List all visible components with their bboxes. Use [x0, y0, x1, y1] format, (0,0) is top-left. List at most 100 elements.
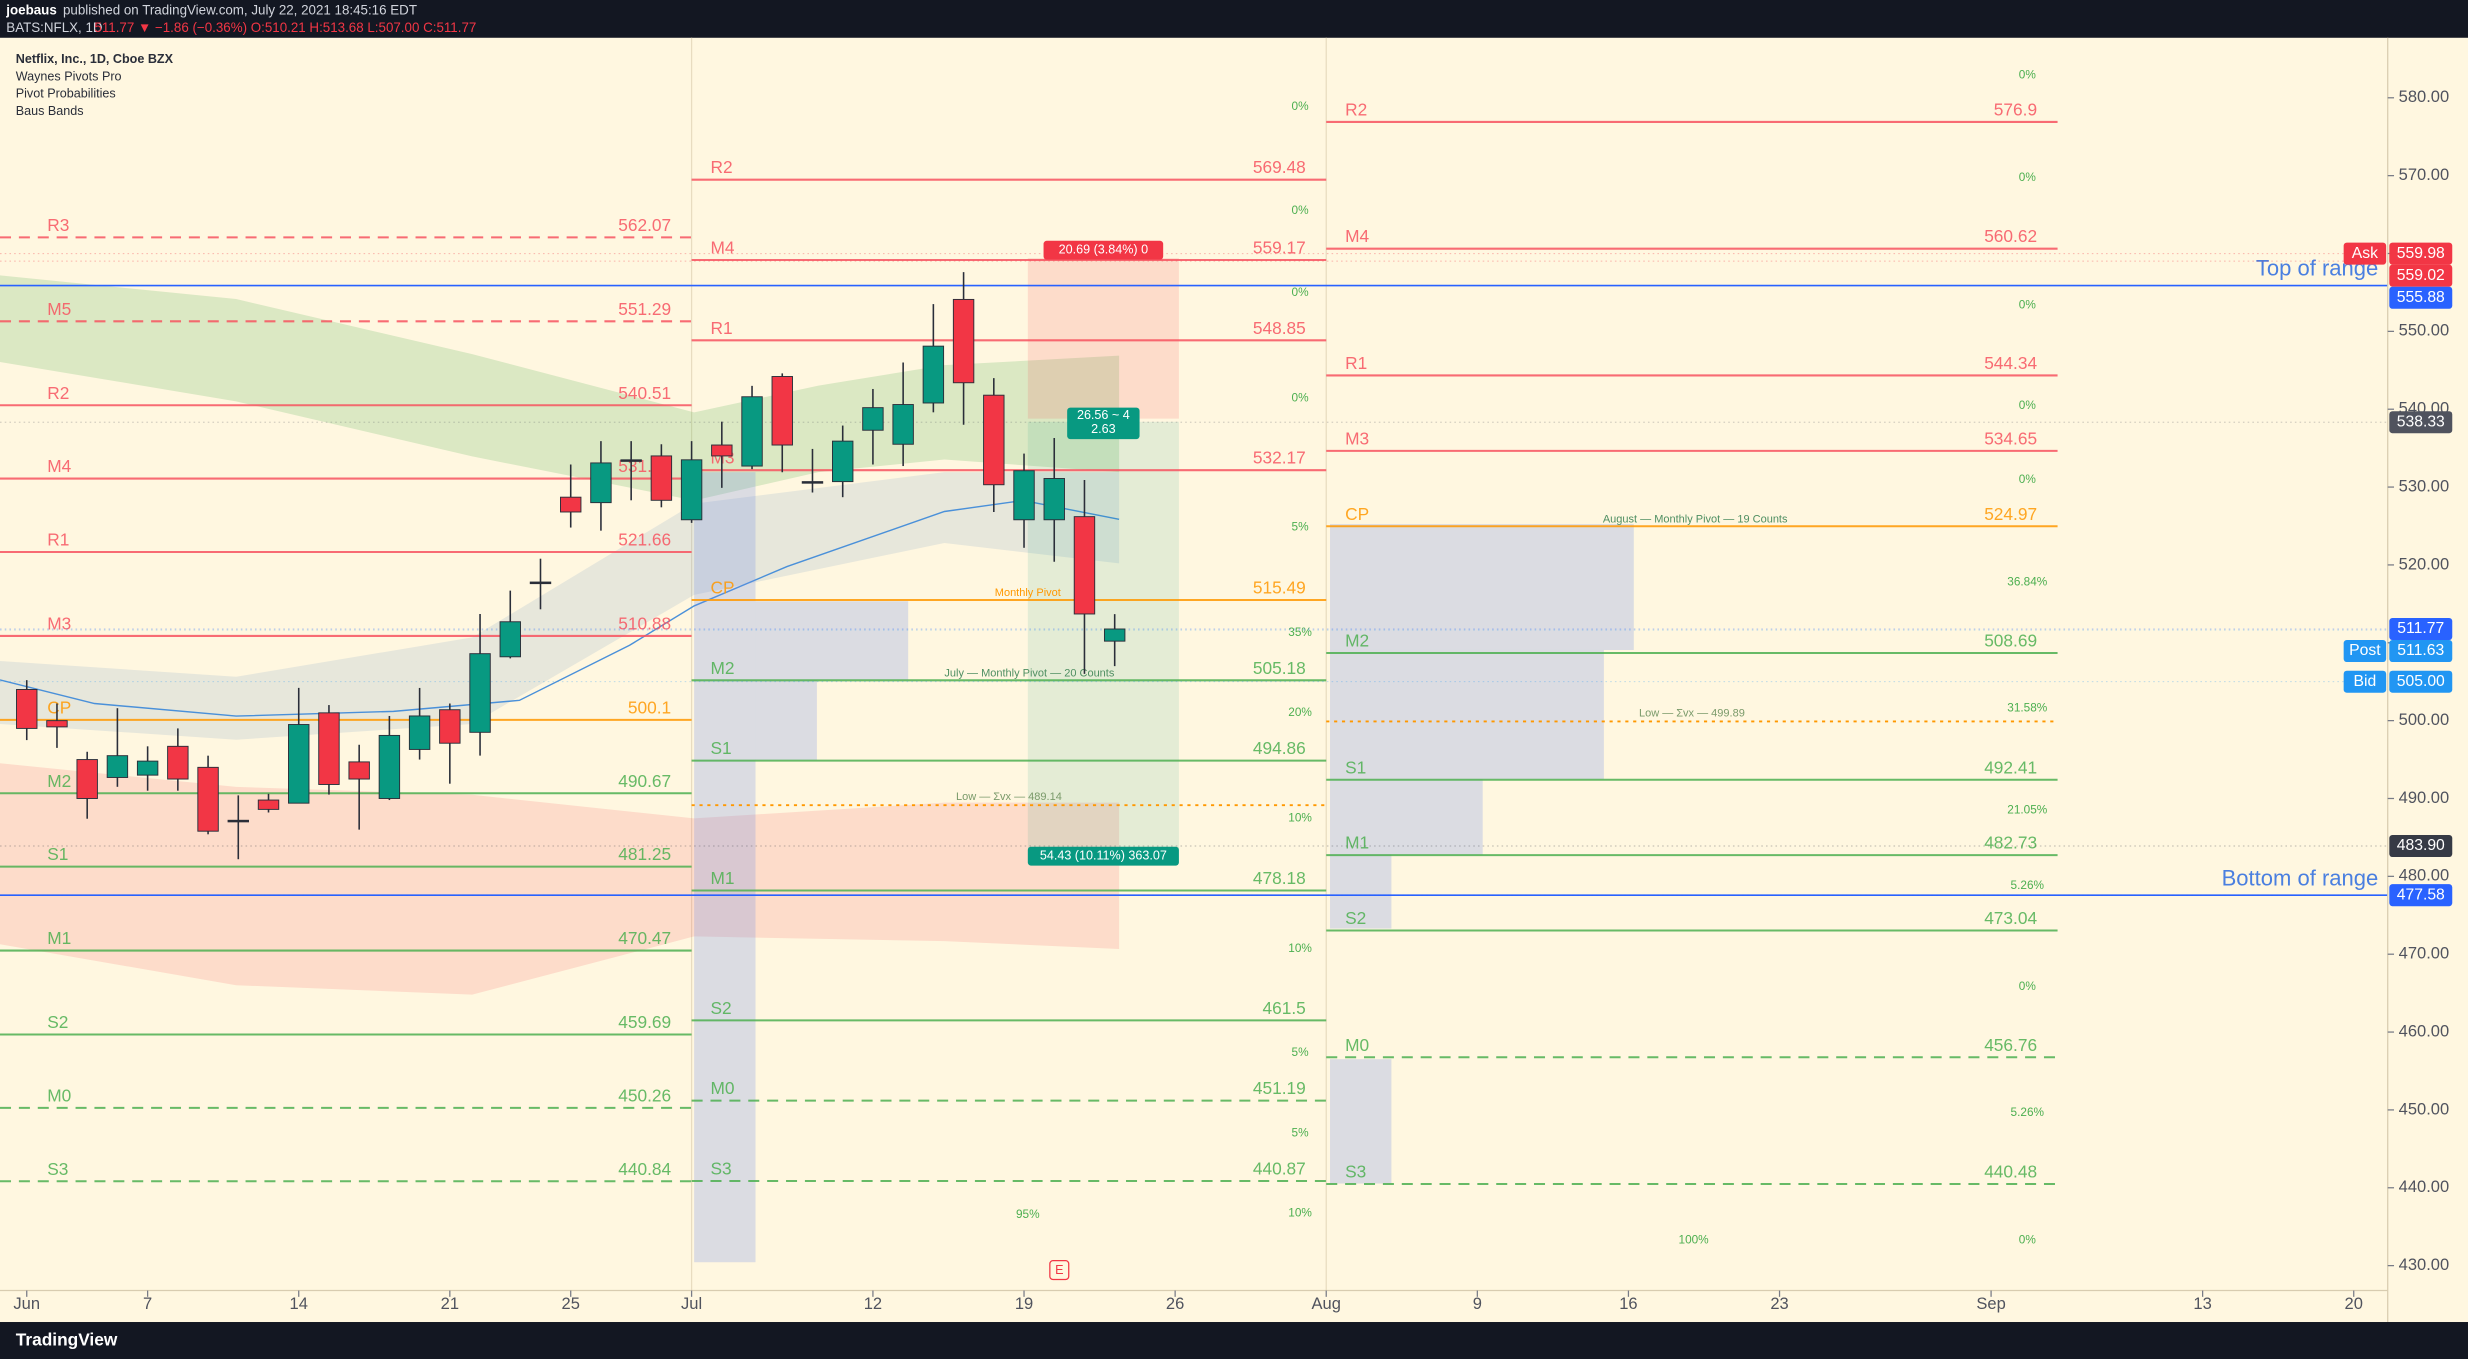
pivot-value: 440.48 — [1984, 1162, 2037, 1182]
candle-body — [620, 459, 642, 462]
pivot-value: 505.18 — [1253, 658, 1306, 678]
candle-body — [167, 745, 189, 780]
candle-body — [862, 407, 884, 431]
candle-body — [197, 766, 219, 832]
price-tag — [2389, 670, 2453, 693]
y-tick-label: 580.00 — [2399, 87, 2450, 106]
probability-box — [1330, 854, 1392, 929]
pivot-name: M3 — [1345, 428, 1369, 448]
x-tick-label: 13 — [2193, 1294, 2211, 1313]
pivot-name: M1 — [1345, 833, 1369, 853]
probability: 5% — [1292, 1045, 1310, 1059]
candle-body — [106, 755, 129, 778]
pivot-name: M1 — [47, 928, 71, 948]
candle-body — [1103, 628, 1126, 642]
candle-body — [650, 455, 673, 501]
pivot-value: 560.62 — [1984, 226, 2037, 246]
pivot-value: 521.66 — [618, 530, 671, 550]
pivot-value: 548.85 — [1253, 318, 1306, 338]
pivot-value: 440.84 — [618, 1159, 671, 1179]
probability: 10% — [1288, 941, 1312, 955]
x-tick-label: Sep — [1976, 1294, 2005, 1313]
candle-body — [288, 724, 310, 804]
candle-body — [378, 734, 401, 799]
candle-body — [1073, 516, 1096, 615]
earnings-box — [1049, 1260, 1070, 1281]
pivot-name: M2 — [710, 658, 734, 678]
lower-band — [0, 763, 1120, 995]
legend-entry: Baus Bands — [16, 104, 84, 118]
pivot-value: 515.49 — [1253, 578, 1306, 598]
price-tag-value: 477.58 — [2397, 886, 2445, 903]
candle-body — [318, 712, 340, 785]
pivot-name: M4 — [1345, 226, 1369, 246]
price-tag — [2389, 884, 2453, 907]
price-tag — [2389, 834, 2453, 857]
price-tag-value: 483.90 — [2397, 837, 2445, 854]
candle-body — [499, 621, 521, 658]
candle-body — [771, 376, 793, 446]
pivot-value: 451.19 — [1253, 1078, 1306, 1098]
candle-body — [1013, 470, 1035, 521]
measure-label: 20.69 (3.84%) 0 — [1059, 243, 1149, 257]
price-tag — [2389, 242, 2453, 265]
candle-body — [801, 481, 824, 484]
x-tick-label: 12 — [864, 1294, 882, 1313]
price-tag-value: 559.98 — [2397, 245, 2445, 262]
probability-box — [694, 472, 756, 1263]
probability-total: 100% — [1679, 1232, 1710, 1246]
pivot-value: 562.07 — [618, 215, 671, 235]
probability: 0% — [2019, 170, 2037, 184]
candle-body — [922, 345, 945, 404]
probability: 0% — [1292, 390, 1310, 404]
x-tick-label: 25 — [562, 1294, 580, 1313]
candle-body — [892, 404, 914, 445]
pivot-name: S1 — [47, 844, 68, 864]
legend-entry: Pivot Probabilities — [16, 87, 116, 101]
footer-logo[interactable]: TradingView — [16, 1329, 118, 1349]
pivot-name: R1 — [47, 530, 69, 550]
pivot-value: 440.87 — [1253, 1159, 1306, 1179]
pivot-value: 508.69 — [1984, 631, 2037, 651]
price-tag-name-box — [2343, 640, 2387, 663]
probability: 31.58% — [2007, 700, 2048, 714]
x-tick-label: Aug — [1312, 1294, 1341, 1313]
pivot-value: 524.97 — [1984, 504, 2037, 524]
pivot-value: 470.47 — [618, 928, 671, 948]
pivot-name: R2 — [710, 157, 732, 177]
probability: 0% — [1292, 203, 1310, 217]
price-tag-name: Bid — [2354, 673, 2377, 690]
pivot-name: M2 — [47, 771, 71, 791]
ohlc: 511.77 ▼ −1.86 (−0.36%) O:510.21 H:513.6… — [94, 20, 476, 35]
probability: 10% — [1288, 811, 1312, 825]
probability: 0% — [2019, 472, 2037, 486]
candle-body — [227, 819, 249, 823]
middle-band — [0, 472, 1120, 740]
pivot-value: 576.9 — [1994, 99, 2037, 119]
pivot-value: 492.41 — [1984, 757, 2037, 777]
price-tag — [2389, 264, 2453, 287]
earnings-marker: E — [1055, 1263, 1063, 1277]
measure-label: 2.63 — [1091, 422, 1115, 436]
price-tag-value: 538.33 — [2397, 413, 2445, 430]
y-tick-label: 430.00 — [2399, 1255, 2450, 1274]
price-tag-value: 555.88 — [2397, 289, 2445, 306]
measure-label: 26.56 ~ 4 — [1077, 408, 1130, 422]
pivot-name: S2 — [1345, 908, 1366, 928]
probability: 5% — [1292, 1125, 1310, 1139]
candle-body — [560, 496, 582, 513]
probability: 0% — [2019, 979, 2037, 993]
x-tick-label: Jul — [681, 1294, 702, 1313]
probability: 10% — [1288, 1206, 1312, 1220]
pivot-name: M5 — [47, 299, 71, 319]
low-label: Low — Σvx — 489.14 — [956, 791, 1062, 803]
pivot-note: July — Monthly Pivot — 20 Counts — [944, 668, 1114, 680]
candle-body — [469, 653, 491, 733]
y-tick-label: 440.00 — [2399, 1177, 2450, 1196]
probability: 5.26% — [2011, 878, 2045, 892]
ticker: BATS:NFLX, 1D — [6, 20, 103, 35]
probability: 35% — [1288, 625, 1312, 639]
x-tick-label: 9 — [1473, 1294, 1482, 1313]
probability: 5% — [1292, 519, 1310, 533]
